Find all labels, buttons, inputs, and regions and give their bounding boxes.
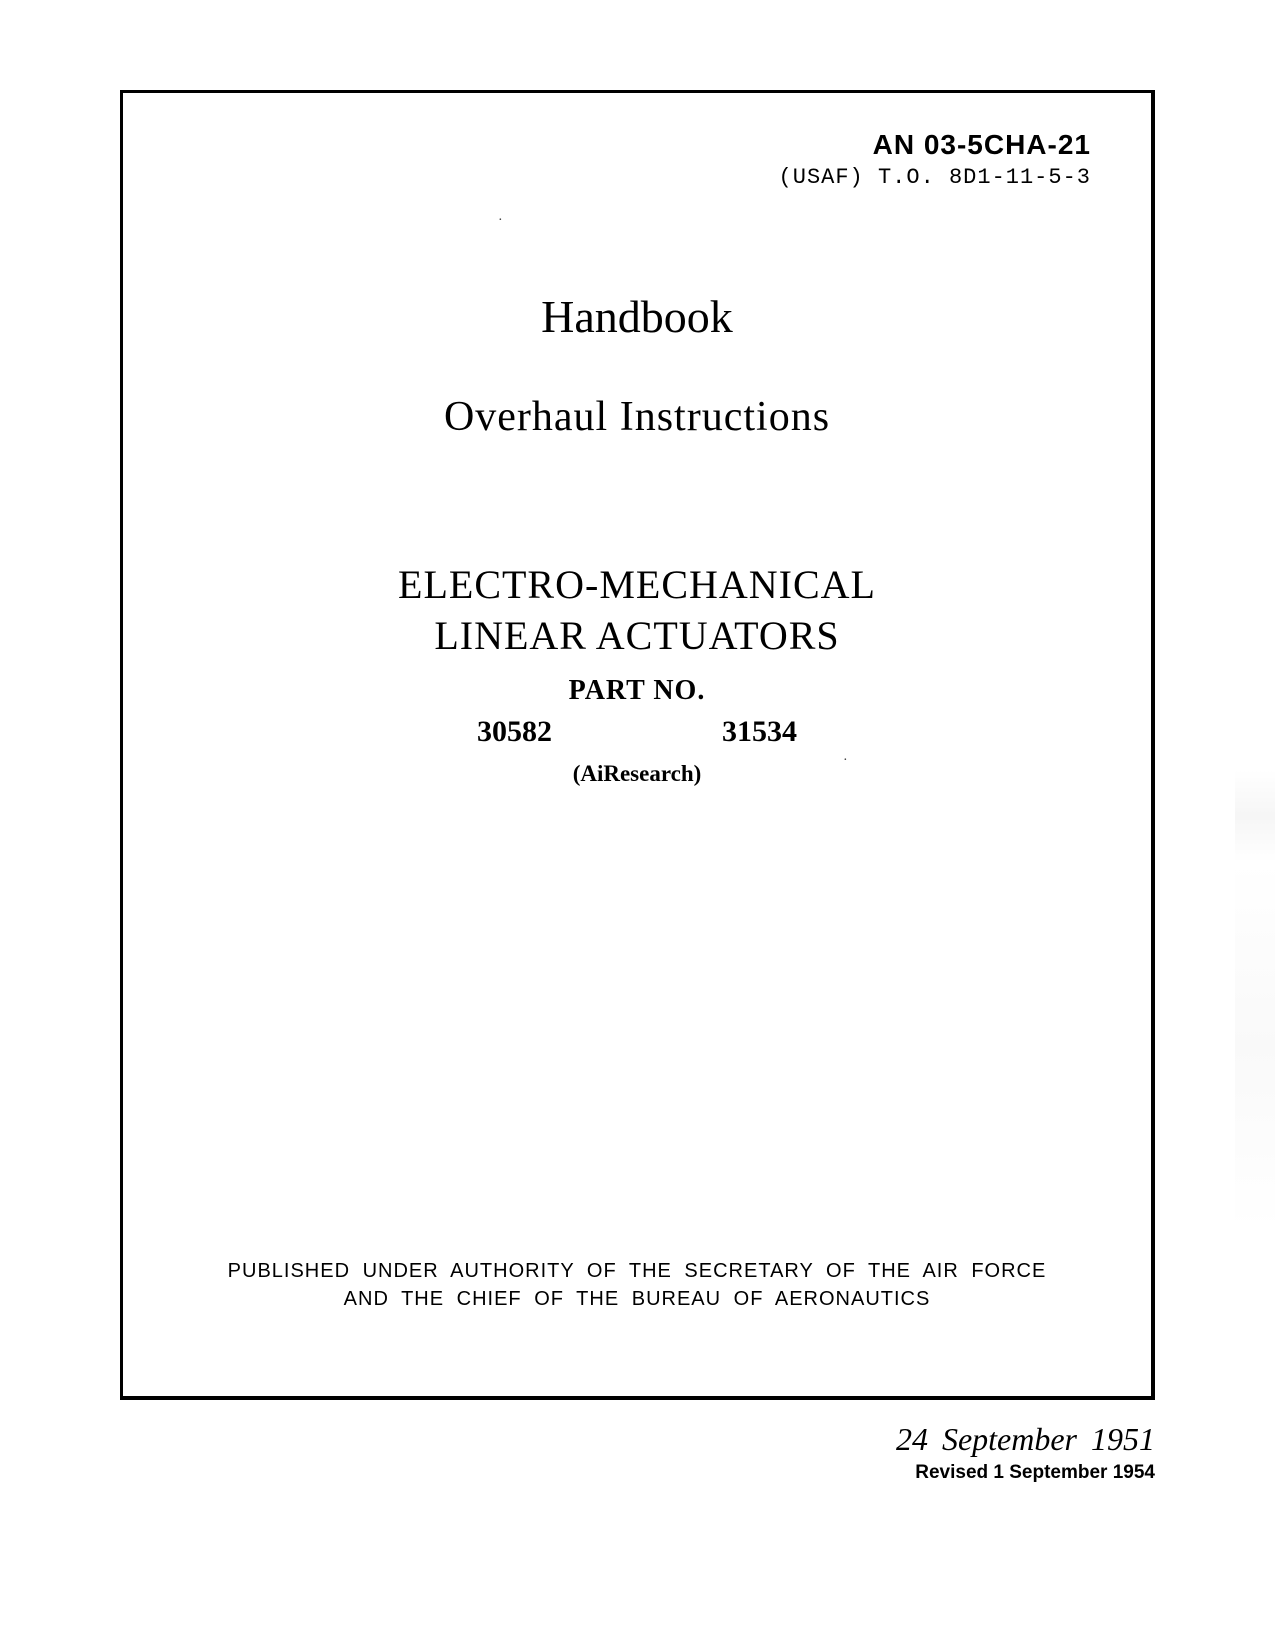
authority-line-1: PUBLISHED UNDER AUTHORITY OF THE SECRETA… bbox=[173, 1257, 1101, 1285]
original-date: 24 September 1951 bbox=[896, 1421, 1155, 1458]
print-speck: · bbox=[843, 753, 848, 769]
date-block: 24 September 1951 Revised 1 September 19… bbox=[896, 1421, 1155, 1484]
cover-frame: AN 03-5CHA-21 (USAF) T.O. 8D1-11-5-3 · H… bbox=[120, 90, 1155, 1400]
header-block: AN 03-5CHA-21 (USAF) T.O. 8D1-11-5-3 bbox=[173, 129, 1091, 190]
subject-line-2: LINEAR ACTUATORS bbox=[173, 612, 1101, 659]
part-number-row: 30582 31534 bbox=[173, 715, 1101, 749]
part-number-2: 31534 bbox=[722, 715, 797, 749]
part-number-1: 30582 bbox=[477, 715, 552, 749]
authority-statement: PUBLISHED UNDER AUTHORITY OF THE SECRETA… bbox=[173, 1257, 1101, 1313]
authority-line-2: AND THE CHIEF OF THE BUREAU OF AERONAUTI… bbox=[173, 1285, 1101, 1313]
part-no-label: PART NO. bbox=[173, 675, 1101, 707]
scan-artifact bbox=[1235, 770, 1275, 1230]
print-speck: · bbox=[498, 213, 503, 229]
revised-date: Revised 1 September 1954 bbox=[896, 1462, 1155, 1484]
overhaul-label: Overhaul Instructions bbox=[173, 393, 1101, 441]
manufacturer: (AiResearch) bbox=[173, 761, 1101, 787]
handbook-label: Handbook bbox=[173, 290, 1101, 343]
document-number: AN 03-5CHA-21 bbox=[173, 129, 1091, 161]
title-block: Handbook Overhaul Instructions ELECTRO-M… bbox=[173, 290, 1101, 787]
subject-line-1: ELECTRO-MECHANICAL bbox=[173, 561, 1101, 608]
usaf-reference: (USAF) T.O. 8D1-11-5-3 bbox=[173, 165, 1091, 190]
